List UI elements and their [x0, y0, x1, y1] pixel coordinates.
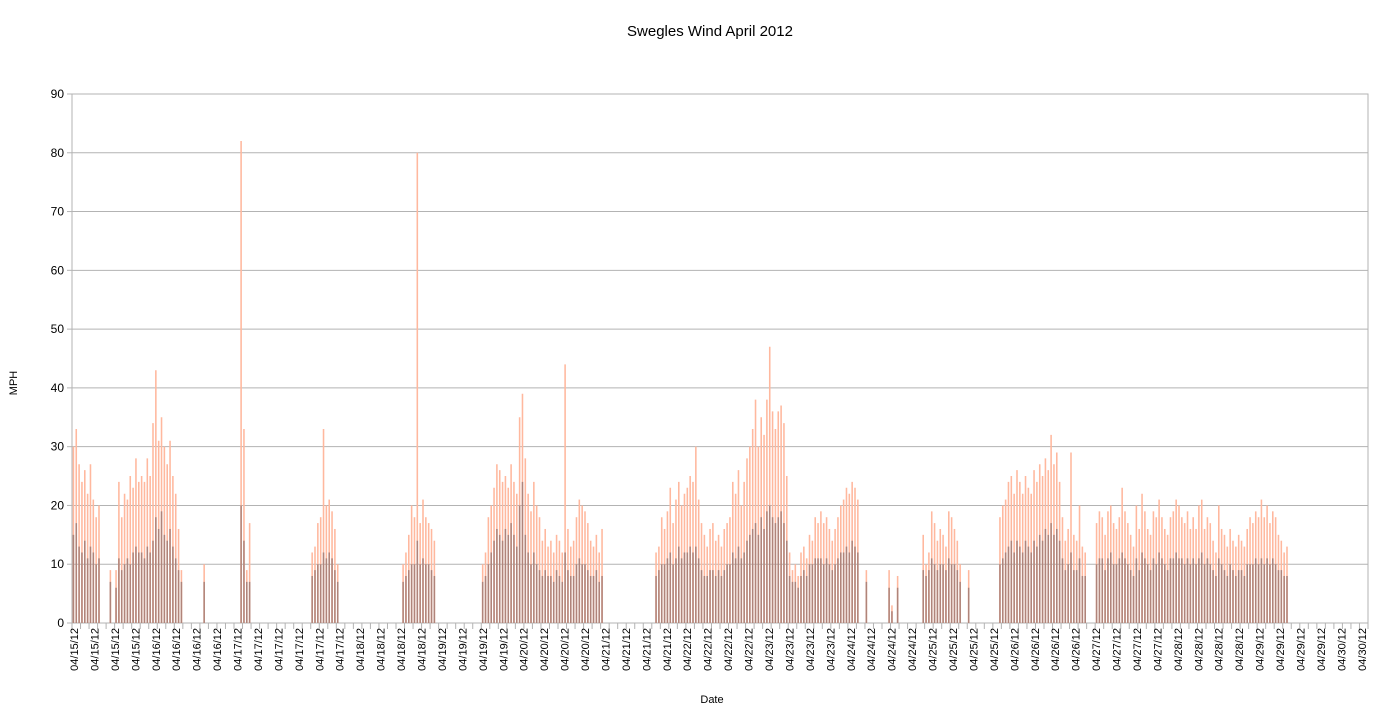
y-tick-label: 40 [51, 381, 65, 395]
x-tick-label: 04/20/12 [580, 628, 592, 671]
x-tick-label: 04/24/12 [846, 628, 858, 671]
x-tick-label: 04/27/12 [1112, 628, 1124, 671]
x-tick-label: 04/18/12 [417, 628, 429, 671]
y-tick-label: 90 [51, 87, 65, 101]
gust-series [72, 141, 1288, 623]
x-tick-label: 04/17/12 [233, 628, 245, 671]
x-tick-label: 04/29/12 [1316, 628, 1328, 671]
x-tick-label: 04/23/12 [785, 628, 797, 671]
x-tick-label: 04/17/12 [273, 628, 285, 671]
x-tick-label: 04/21/12 [641, 628, 653, 671]
x-tick-label: 04/21/12 [621, 628, 633, 671]
x-tick-label: 04/20/12 [560, 628, 572, 671]
y-tick-label: 10 [51, 557, 65, 571]
x-tick-label: 04/20/12 [519, 628, 531, 671]
x-tick-label: 04/28/12 [1234, 628, 1246, 671]
x-tick-label: 04/28/12 [1214, 628, 1226, 671]
x-tick-label: 04/25/12 [948, 628, 960, 671]
y-tick-label: 50 [51, 322, 65, 336]
x-tick-label: 04/25/12 [928, 628, 940, 671]
x-tick-label: 04/15/12 [89, 628, 101, 671]
x-tick-label: 04/29/12 [1255, 628, 1267, 671]
y-axis-title: MPH [8, 371, 20, 396]
y-tick-label: 20 [51, 498, 65, 512]
x-tick-label: 04/29/12 [1296, 628, 1308, 671]
x-tick-label: 04/24/12 [887, 628, 899, 671]
x-tick-label: 04/17/12 [314, 628, 326, 671]
x-tick-label: 04/22/12 [723, 628, 735, 671]
x-tick-label: 04/28/12 [1173, 628, 1185, 671]
x-tick-label: 04/26/12 [1071, 628, 1083, 671]
x-tick-label: 04/17/12 [294, 628, 306, 671]
x-tick-label: 04/16/12 [171, 628, 183, 671]
x-tick-label: 04/19/12 [478, 628, 490, 671]
x-tick-label: 04/26/12 [1009, 628, 1021, 671]
x-tick-label: 04/29/12 [1275, 628, 1287, 671]
y-tick-label: 60 [51, 263, 65, 277]
x-tick-label: 04/16/12 [212, 628, 224, 671]
y-tick-label: 80 [51, 146, 65, 160]
x-tick-label: 04/26/12 [1050, 628, 1062, 671]
x-tick-label: 04/18/12 [355, 628, 367, 671]
x-tick-label: 04/15/12 [110, 628, 122, 671]
x-axis-title: Date [700, 694, 723, 706]
x-tick-label: 04/22/12 [744, 628, 756, 671]
x-tick-label: 04/16/12 [192, 628, 204, 671]
x-tick-label: 04/25/12 [968, 628, 980, 671]
x-tick-label: 04/24/12 [907, 628, 919, 671]
x-tick-label: 04/15/12 [130, 628, 142, 671]
x-axis-ticks: 04/15/12 04/15/12 04/15/12 04/15/12 04/16/12… [69, 623, 1369, 671]
x-tick-label: 04/16/12 [151, 628, 163, 671]
x-tick-label: 04/27/12 [1132, 628, 1144, 671]
x-tick-label: 04/18/12 [376, 628, 388, 671]
x-tick-label: 04/27/12 [1091, 628, 1103, 671]
average-series [72, 481, 1288, 623]
x-tick-label: 04/22/12 [703, 628, 715, 671]
x-tick-label: 04/20/12 [539, 628, 551, 671]
y-axis-ticks: 0 10 20 30 40 50 60 70 80 90 [51, 87, 72, 630]
y-tick-label: 70 [51, 205, 65, 219]
x-tick-label: 04/23/12 [764, 628, 776, 671]
y-tick-label: 30 [51, 440, 65, 454]
x-tick-label: 04/23/12 [805, 628, 817, 671]
x-tick-label: 04/19/12 [498, 628, 510, 671]
x-tick-label: 04/19/12 [457, 628, 469, 671]
x-tick-label: 04/21/12 [662, 628, 674, 671]
x-tick-label: 04/30/12 [1336, 628, 1348, 671]
x-tick-label: 04/19/12 [437, 628, 449, 671]
x-tick-label: 04/26/12 [1030, 628, 1042, 671]
x-tick-label: 04/17/12 [253, 628, 265, 671]
y-tick-label: 0 [57, 616, 64, 630]
x-tick-label: 04/25/12 [989, 628, 1001, 671]
chart-title: Swegles Wind April 2012 [627, 23, 793, 40]
x-tick-label: 04/18/12 [396, 628, 408, 671]
x-tick-label: 04/17/12 [335, 628, 347, 671]
x-tick-label: 04/21/12 [601, 628, 613, 671]
x-tick-label: 04/22/12 [682, 628, 694, 671]
x-tick-label: 04/28/12 [1193, 628, 1205, 671]
x-tick-label: 04/15/12 [69, 628, 81, 671]
x-tick-label: 04/30/12 [1357, 628, 1369, 671]
x-tick-label: 04/27/12 [1152, 628, 1164, 671]
x-tick-label: 04/24/12 [866, 628, 878, 671]
x-tick-label: 04/23/12 [825, 628, 837, 671]
